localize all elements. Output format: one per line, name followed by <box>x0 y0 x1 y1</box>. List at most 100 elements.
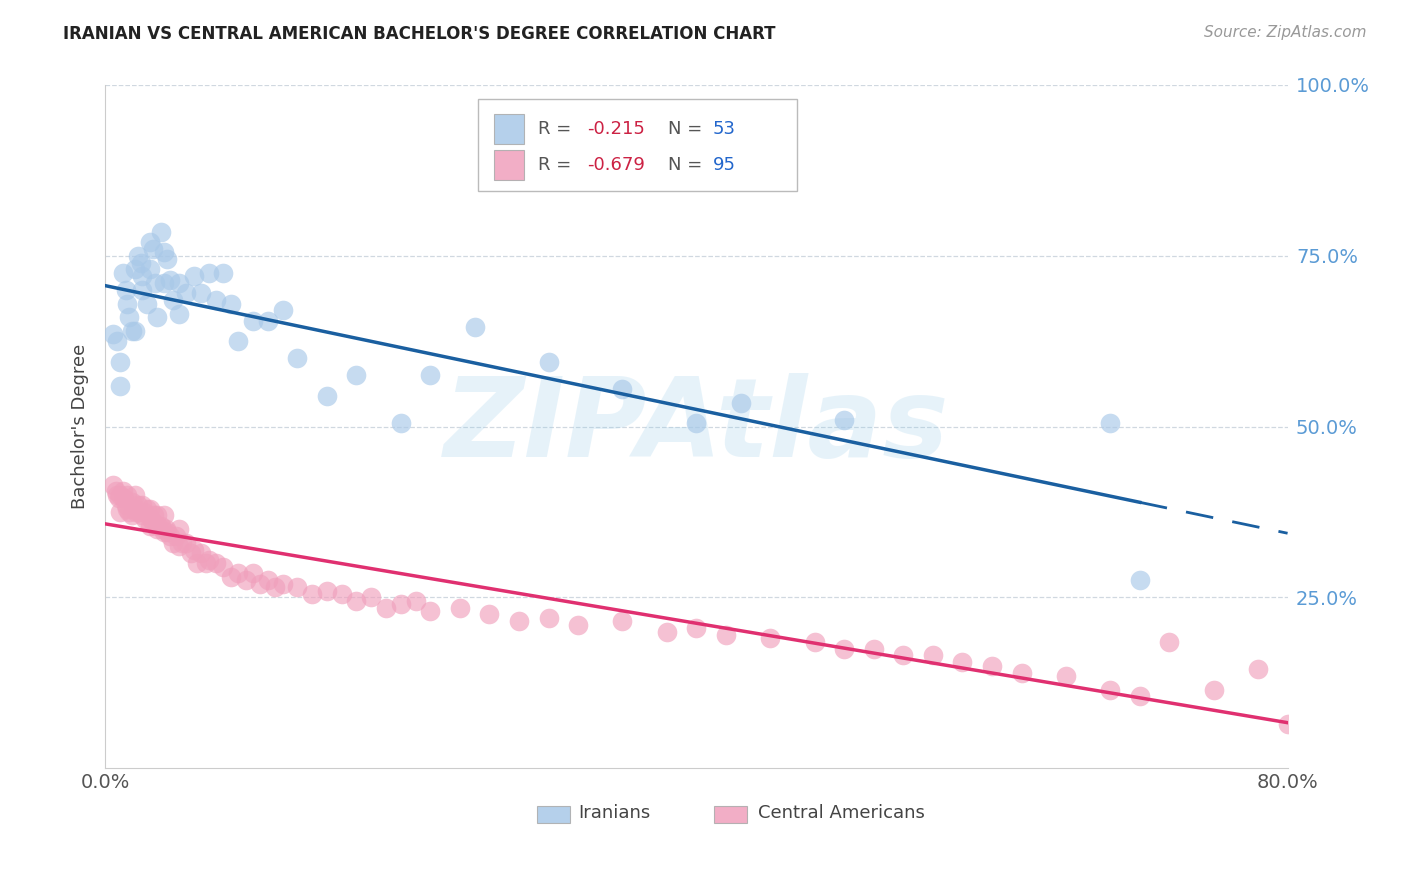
Point <box>1099 416 1122 430</box>
Point <box>108 505 131 519</box>
Point <box>117 296 139 310</box>
Point <box>197 266 219 280</box>
Point <box>449 600 471 615</box>
Y-axis label: Bachelor's Degree: Bachelor's Degree <box>72 344 89 509</box>
Point <box>170 535 193 549</box>
Point <box>190 286 212 301</box>
Point <box>162 293 184 308</box>
Point <box>389 416 412 430</box>
Point <box>111 484 134 499</box>
Point <box>105 488 128 502</box>
Point <box>150 225 173 239</box>
Text: Iranians: Iranians <box>578 805 651 822</box>
Point <box>167 307 190 321</box>
Point <box>389 597 412 611</box>
Point <box>132 505 155 519</box>
Point <box>127 498 149 512</box>
Point <box>146 508 169 523</box>
Point <box>285 351 308 366</box>
Point <box>121 324 143 338</box>
Point <box>138 501 160 516</box>
Point <box>1159 634 1181 648</box>
Point <box>162 535 184 549</box>
Point <box>803 634 825 648</box>
Point <box>832 413 855 427</box>
Text: Source: ZipAtlas.com: Source: ZipAtlas.com <box>1204 25 1367 40</box>
Point <box>153 508 176 523</box>
Point <box>115 283 138 297</box>
Bar <box>495 150 524 180</box>
Point <box>685 621 707 635</box>
Point <box>832 641 855 656</box>
Point <box>111 266 134 280</box>
Point <box>124 324 146 338</box>
Text: R =: R = <box>538 156 576 174</box>
Point <box>242 566 264 581</box>
Point <box>759 632 782 646</box>
Point <box>121 508 143 523</box>
Point <box>316 389 339 403</box>
Point <box>537 354 560 368</box>
Point <box>219 296 242 310</box>
Point <box>118 505 141 519</box>
Point <box>981 658 1004 673</box>
Text: N =: N = <box>668 156 709 174</box>
Point <box>1129 690 1152 704</box>
Point <box>129 255 152 269</box>
Point <box>115 498 138 512</box>
Point <box>567 617 589 632</box>
Point <box>127 249 149 263</box>
Point <box>655 624 678 639</box>
Point <box>464 320 486 334</box>
Point <box>138 262 160 277</box>
Point <box>537 611 560 625</box>
Point <box>167 276 190 290</box>
Point <box>108 488 131 502</box>
Point <box>612 382 634 396</box>
Point <box>264 580 287 594</box>
Point <box>124 501 146 516</box>
Point <box>124 488 146 502</box>
Point <box>167 539 190 553</box>
Text: N =: N = <box>668 120 709 138</box>
Point <box>862 641 884 656</box>
Point <box>135 296 157 310</box>
Point <box>478 607 501 622</box>
Point <box>135 501 157 516</box>
Point <box>346 594 368 608</box>
Point <box>612 615 634 629</box>
Point <box>235 574 257 588</box>
Point <box>921 648 943 663</box>
Point <box>153 245 176 260</box>
Point <box>256 313 278 327</box>
Point <box>105 334 128 348</box>
Point <box>124 262 146 277</box>
Text: -0.215: -0.215 <box>588 120 645 138</box>
Point <box>145 276 167 290</box>
Point <box>330 587 353 601</box>
Point <box>419 604 441 618</box>
Point <box>212 266 235 280</box>
Point <box>107 491 129 506</box>
Point <box>186 556 208 570</box>
Point <box>143 508 166 523</box>
Point <box>156 252 179 267</box>
Text: 95: 95 <box>713 156 735 174</box>
Point <box>176 286 198 301</box>
Point <box>159 273 181 287</box>
Point <box>952 655 974 669</box>
Bar <box>537 806 569 823</box>
Point <box>271 576 294 591</box>
Point <box>131 269 153 284</box>
Text: Central Americans: Central Americans <box>758 805 925 822</box>
Text: IRANIAN VS CENTRAL AMERICAN BACHELOR'S DEGREE CORRELATION CHART: IRANIAN VS CENTRAL AMERICAN BACHELOR'S D… <box>63 25 776 43</box>
Text: 53: 53 <box>713 120 735 138</box>
Point <box>108 354 131 368</box>
Point <box>159 529 181 543</box>
Point <box>1277 716 1299 731</box>
Text: ZIPAtlas: ZIPAtlas <box>444 373 949 480</box>
Point <box>301 587 323 601</box>
Point <box>730 395 752 409</box>
Point <box>128 505 150 519</box>
Point <box>508 615 530 629</box>
